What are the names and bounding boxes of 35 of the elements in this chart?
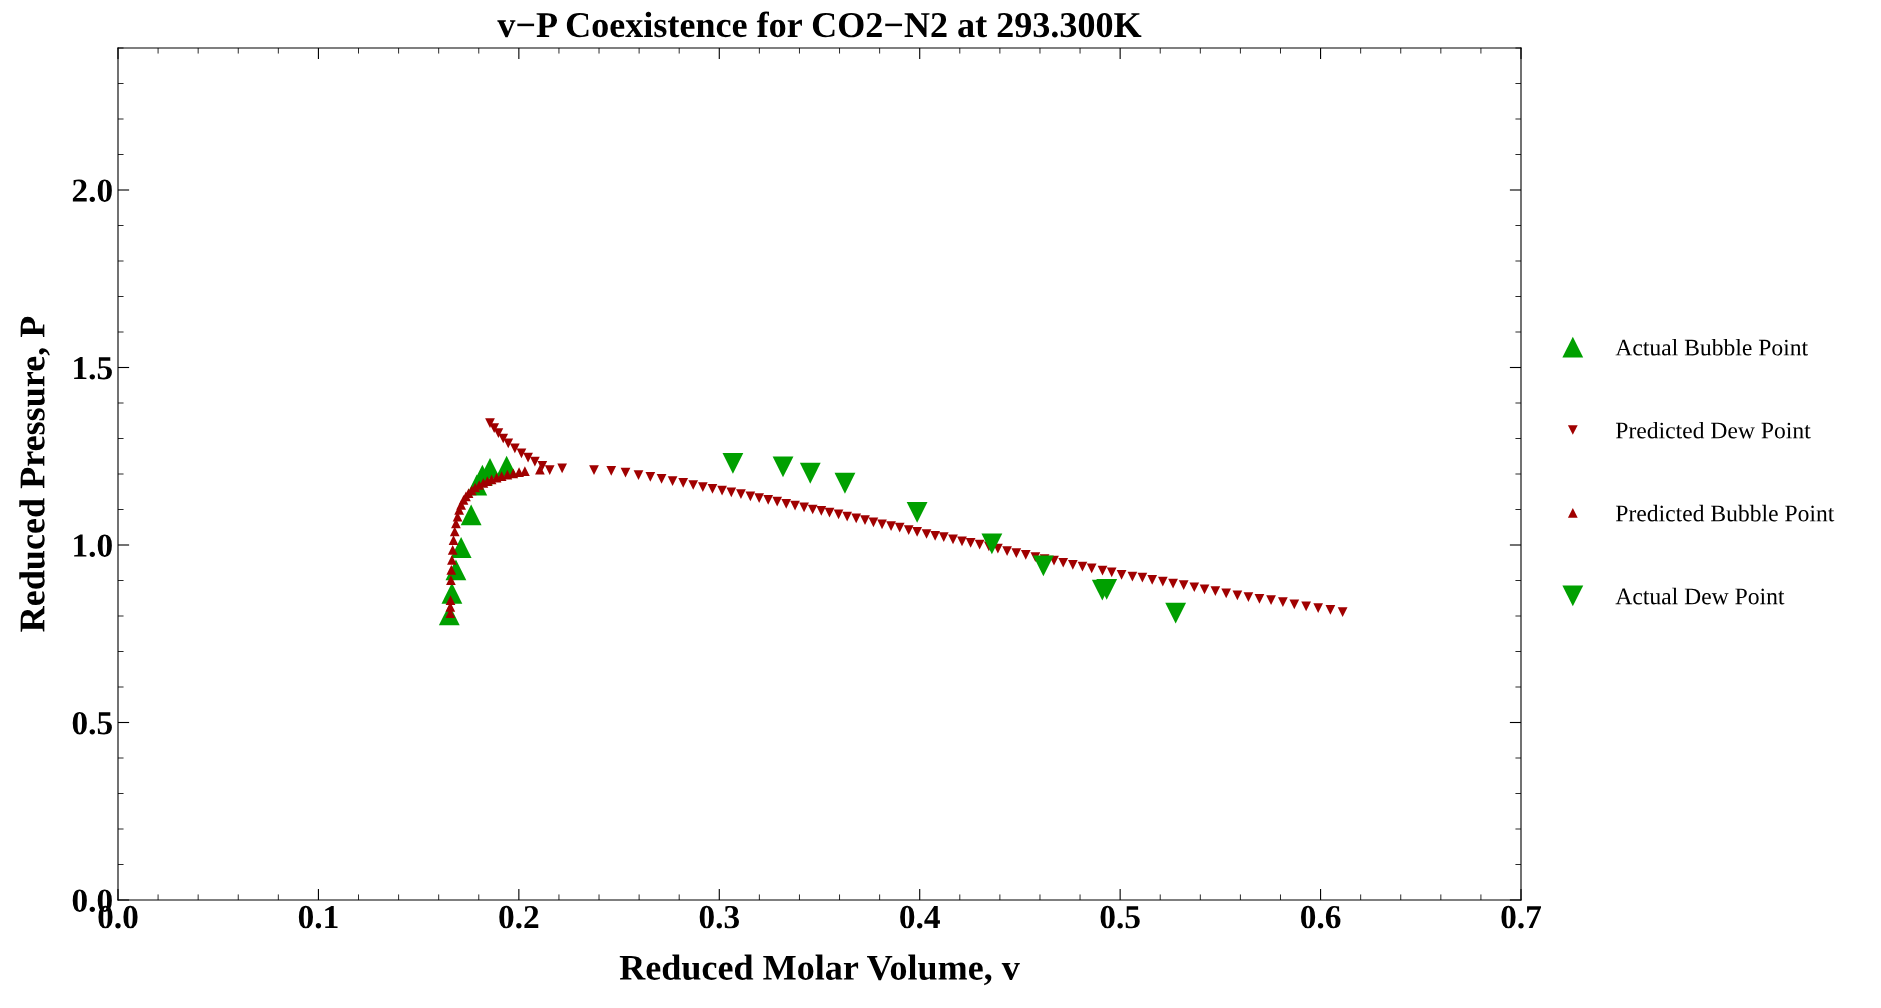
y-tick-label: 1.0 [74,534,112,558]
point [450,537,472,558]
point [799,462,821,484]
point [520,466,530,477]
point [834,472,856,494]
legend-label: Predicted Dew Point [1615,421,1811,439]
point [460,504,482,526]
chart-title: v−P Coexistence for CO2−N2 at 293.300K [497,11,1142,38]
point [1032,555,1054,577]
point [447,555,457,565]
x-tick-label: 0.2 [499,905,539,929]
point [448,535,459,545]
point [981,533,1003,555]
x-tick-label: 0.1 [298,905,338,929]
point [772,456,794,478]
x-tick-label: 0.5 [1100,905,1140,929]
y-tick-label: 2.0 [72,179,112,203]
point [722,452,744,474]
x-tick-label: 0.3 [699,905,739,929]
point [1165,602,1187,624]
x-tick-label: 0.7 [1501,905,1542,929]
point [447,545,458,555]
y-tick-label: 1.5 [74,357,112,380]
point [906,501,928,523]
point [535,464,545,475]
y-axis-title: Reduced Pressure, P [19,316,50,632]
y-tick-label: 0.5 [72,711,112,735]
x-tick-label: 0.6 [1301,905,1341,929]
legend-label: Actual Dew Point [1615,587,1785,605]
x-axis-title: Reduced Molar Volume, v [619,954,1020,986]
point [446,575,456,586]
legend-label: Predicted Bubble Point [1615,504,1835,522]
point [1096,578,1118,600]
legend-label: Actual Bubble Point [1615,338,1808,356]
x-tick-label: 0.4 [900,905,940,929]
